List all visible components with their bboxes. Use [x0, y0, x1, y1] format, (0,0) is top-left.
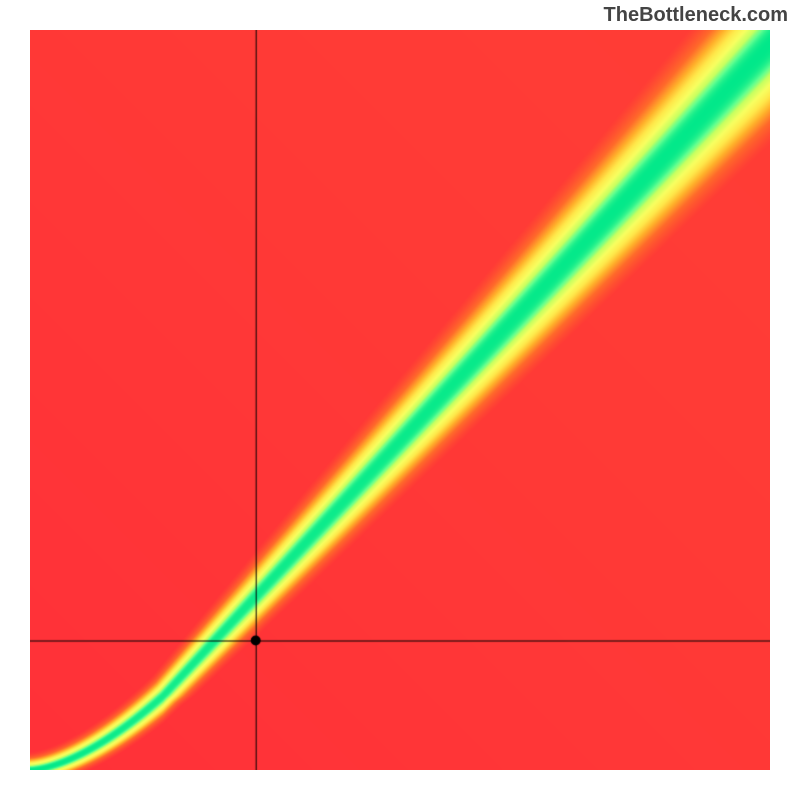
watermark-text: TheBottleneck.com: [604, 4, 788, 27]
heatmap-chart: [30, 30, 770, 770]
heatmap-canvas: [30, 30, 770, 770]
